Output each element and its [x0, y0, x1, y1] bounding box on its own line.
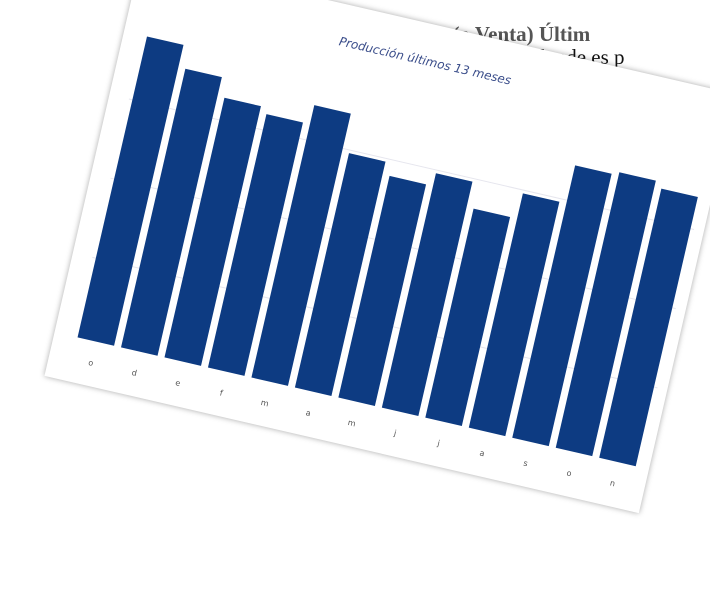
- x-tick-label: o: [566, 468, 573, 478]
- bar: [338, 175, 427, 406]
- x-tick-label: j: [436, 438, 441, 447]
- x-tick-label: o: [87, 358, 94, 368]
- bar: [251, 105, 351, 386]
- x-tick-label: s: [523, 458, 529, 468]
- x-tick-label: f: [219, 388, 224, 397]
- bar: [207, 114, 303, 376]
- chart-title: Producción últimos 13 meses: [338, 34, 513, 87]
- bar: [381, 173, 473, 417]
- x-tick-label: a: [305, 408, 312, 418]
- bar: [164, 97, 261, 366]
- bar: [77, 36, 184, 346]
- x-tick-label: j: [392, 428, 397, 437]
- x-tick-label: m: [260, 398, 270, 409]
- chart: m3 Producción últimos 13 meses odefmamjj…: [77, 34, 698, 488]
- x-tick-label: a: [479, 448, 486, 458]
- bar: [468, 193, 560, 437]
- bar: [294, 153, 386, 396]
- bar: [121, 68, 222, 356]
- bar: [599, 188, 698, 467]
- bar: [555, 172, 656, 457]
- x-tick-label: d: [131, 368, 138, 378]
- bar: [425, 208, 511, 427]
- bar: [512, 165, 612, 447]
- chart-image: m3 Producción últimos 13 meses odefmamjj…: [44, 0, 710, 514]
- x-tick-label: m: [347, 418, 357, 429]
- x-tick-label: n: [609, 478, 616, 488]
- x-tick-label: e: [174, 378, 181, 388]
